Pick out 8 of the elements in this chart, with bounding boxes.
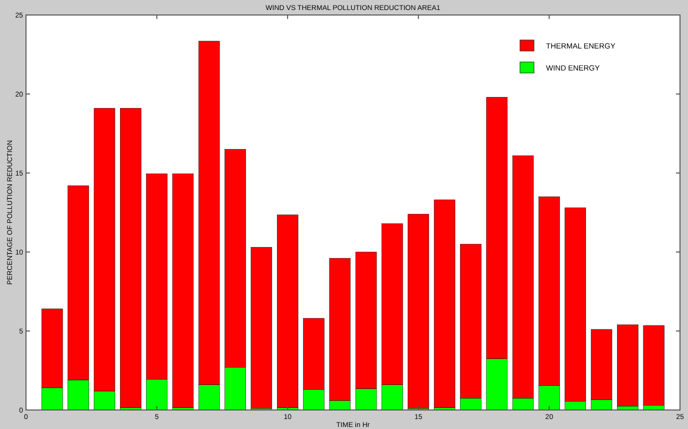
bar bbox=[434, 200, 456, 408]
bar bbox=[172, 174, 194, 408]
bar bbox=[617, 324, 638, 406]
bar bbox=[250, 247, 272, 409]
bar bbox=[408, 214, 430, 409]
bar bbox=[120, 108, 142, 408]
bar bbox=[643, 325, 664, 406]
bar bbox=[276, 214, 298, 408]
